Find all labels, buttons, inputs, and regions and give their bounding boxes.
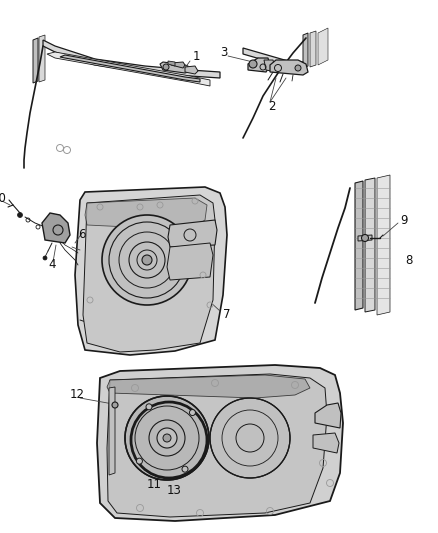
Circle shape	[249, 60, 257, 68]
Polygon shape	[248, 58, 270, 72]
Text: 11: 11	[147, 479, 162, 491]
Polygon shape	[318, 28, 328, 65]
Polygon shape	[43, 40, 220, 78]
Polygon shape	[160, 62, 188, 73]
Text: 9: 9	[400, 214, 407, 227]
Polygon shape	[33, 38, 38, 83]
Polygon shape	[85, 198, 207, 230]
Polygon shape	[83, 195, 215, 352]
Circle shape	[142, 255, 152, 265]
Polygon shape	[107, 374, 327, 517]
Circle shape	[190, 409, 195, 416]
Polygon shape	[109, 387, 115, 475]
Circle shape	[136, 458, 142, 464]
Polygon shape	[42, 213, 70, 243]
Text: 8: 8	[405, 254, 412, 266]
Polygon shape	[171, 62, 185, 68]
Polygon shape	[168, 220, 217, 247]
Polygon shape	[185, 66, 198, 74]
Circle shape	[125, 396, 209, 480]
Text: 1: 1	[193, 50, 201, 62]
Polygon shape	[75, 187, 227, 355]
Polygon shape	[47, 52, 210, 86]
Circle shape	[182, 466, 188, 472]
Circle shape	[102, 215, 192, 305]
Polygon shape	[315, 403, 341, 428]
Polygon shape	[168, 61, 175, 66]
Text: 4: 4	[48, 259, 56, 271]
Text: 12: 12	[70, 389, 85, 401]
Circle shape	[146, 404, 152, 410]
Polygon shape	[97, 365, 343, 521]
Text: 10: 10	[0, 191, 7, 205]
Circle shape	[18, 213, 22, 217]
Polygon shape	[303, 33, 308, 68]
Polygon shape	[60, 55, 200, 82]
Circle shape	[112, 402, 118, 408]
Polygon shape	[167, 243, 213, 280]
Circle shape	[157, 428, 177, 448]
Text: 2: 2	[268, 100, 276, 112]
Polygon shape	[310, 31, 316, 67]
Polygon shape	[107, 375, 310, 398]
Polygon shape	[270, 60, 308, 75]
Polygon shape	[243, 48, 303, 68]
Polygon shape	[313, 433, 339, 453]
Circle shape	[210, 398, 290, 478]
Text: 3: 3	[220, 46, 227, 60]
Polygon shape	[264, 60, 276, 72]
Polygon shape	[377, 175, 390, 315]
Polygon shape	[355, 181, 363, 310]
Text: 13: 13	[167, 484, 182, 497]
Circle shape	[163, 434, 171, 442]
Polygon shape	[358, 235, 372, 241]
Text: 7: 7	[223, 309, 230, 321]
Circle shape	[163, 64, 169, 70]
Polygon shape	[39, 35, 45, 82]
Polygon shape	[365, 178, 375, 312]
Text: 6: 6	[78, 229, 85, 241]
Circle shape	[43, 256, 47, 260]
Circle shape	[361, 235, 368, 241]
Circle shape	[295, 65, 301, 71]
